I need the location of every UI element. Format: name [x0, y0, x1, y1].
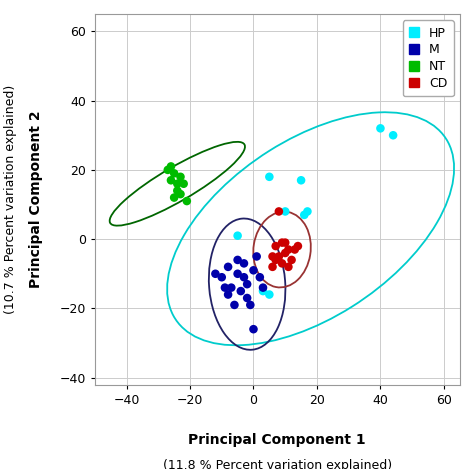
Point — [218, 273, 226, 281]
Point — [173, 187, 181, 195]
Point — [377, 125, 384, 132]
Point — [170, 170, 178, 177]
Text: Principal Component 2: Principal Component 2 — [29, 111, 44, 288]
Point — [282, 249, 289, 257]
Point — [211, 270, 219, 278]
Point — [167, 163, 175, 170]
Point — [259, 287, 267, 295]
Point — [272, 242, 280, 250]
Point — [275, 253, 283, 260]
Point — [177, 190, 184, 198]
Point — [234, 256, 241, 264]
Point — [237, 287, 245, 295]
Point — [301, 211, 308, 219]
Point — [288, 256, 295, 264]
Legend: HP, M, NT, CD: HP, M, NT, CD — [402, 20, 454, 96]
Point — [231, 301, 238, 309]
Point — [259, 284, 267, 291]
Point — [164, 166, 172, 174]
Point — [240, 273, 248, 281]
Point — [180, 180, 187, 188]
Point — [243, 280, 251, 288]
Point — [269, 253, 276, 260]
Point — [284, 246, 292, 253]
Point — [167, 176, 175, 184]
Point — [234, 232, 241, 240]
Point — [250, 266, 257, 274]
Point — [291, 246, 299, 253]
Point — [183, 197, 191, 205]
Point — [173, 180, 181, 188]
Point — [228, 284, 235, 291]
Point — [253, 253, 260, 260]
Point — [240, 260, 248, 267]
Text: Principal Component 1: Principal Component 1 — [189, 433, 366, 447]
Point — [265, 291, 273, 298]
Point — [224, 291, 232, 298]
Point — [269, 263, 276, 271]
Text: (10.7 % Percent variation explained): (10.7 % Percent variation explained) — [4, 85, 18, 314]
Point — [278, 239, 286, 246]
Text: (11.8 % Percent variation explained): (11.8 % Percent variation explained) — [163, 459, 392, 469]
Point — [284, 263, 292, 271]
Point — [278, 260, 286, 267]
Point — [224, 263, 232, 271]
Point — [304, 208, 311, 215]
Point — [234, 270, 241, 278]
Point — [177, 173, 184, 181]
Point — [294, 242, 302, 250]
Point — [221, 284, 229, 291]
Point — [256, 273, 264, 281]
Point — [170, 194, 178, 201]
Point — [265, 173, 273, 181]
Point — [389, 131, 397, 139]
Point — [275, 208, 283, 215]
Point — [246, 301, 254, 309]
Point — [272, 256, 280, 264]
Point — [282, 239, 289, 246]
Point — [297, 176, 305, 184]
Point — [250, 325, 257, 333]
Point — [243, 294, 251, 302]
Point — [282, 208, 289, 215]
